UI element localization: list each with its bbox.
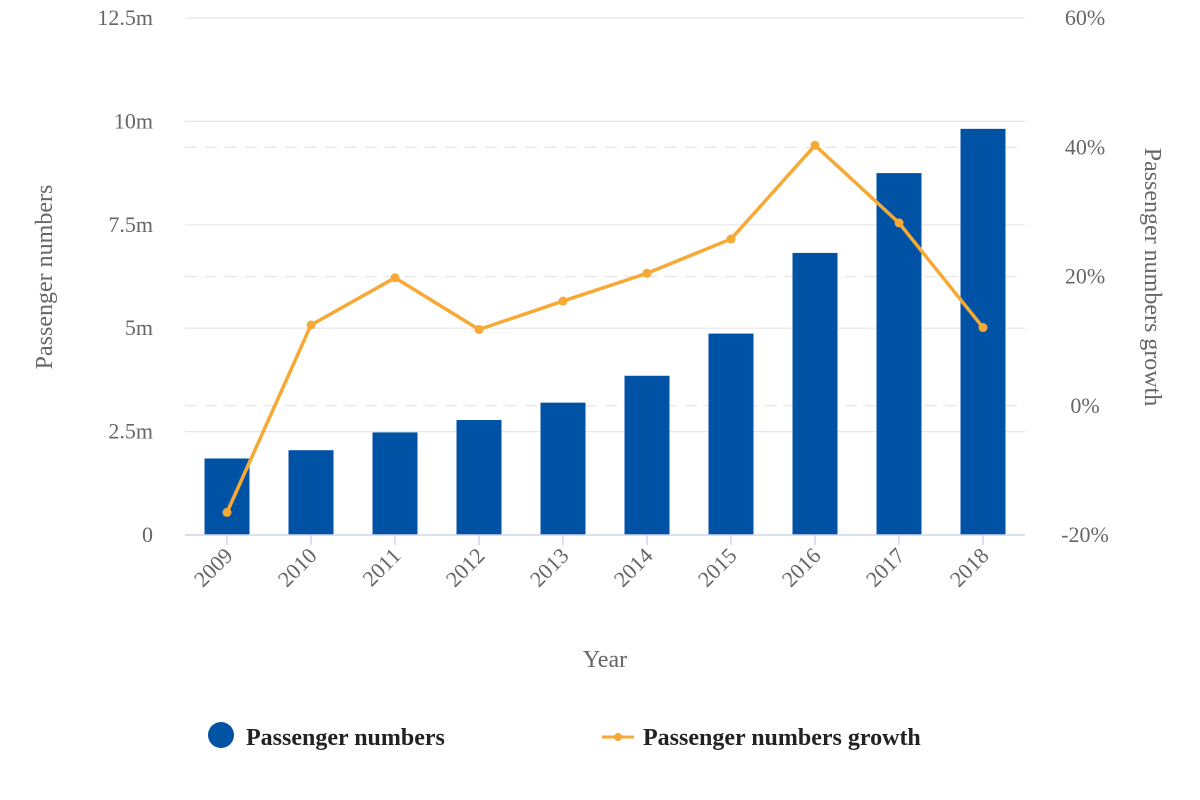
growth-line [225,143,985,514]
bar-2017[interactable] [876,173,922,535]
growth-point-2018[interactable] [978,323,988,333]
y2-tick-label-4: 60% [1065,5,1105,30]
bar-2011[interactable] [372,432,418,535]
legend-label-passenger-numbers: Passenger numbers [246,725,445,751]
y-tick-label-4: 10m [114,108,153,133]
growth-point-2009[interactable] [222,507,232,517]
x-tick-label-2011: 2011 [357,543,405,591]
y2-tick-label-2: 20% [1065,264,1105,289]
bar-2013[interactable] [540,402,586,535]
x-tick-label-2014: 2014 [609,543,658,592]
y2-tick-label-0: -20% [1061,522,1109,547]
x-tick-label-2013: 2013 [525,543,574,592]
y2-axis-title: Passenger numbers growth [1139,148,1165,407]
legend-label-passenger-numbers-growth: Passenger numbers growth [643,725,921,751]
x-tick-label-2010: 2010 [273,543,322,592]
bar-2009[interactable] [204,458,250,535]
growth-point-2013[interactable] [558,296,568,306]
growth-point-2010[interactable] [306,320,316,330]
bar-2010[interactable] [288,450,334,535]
y-axis-ticks: 0 2.5m 5m 7.5m 10m 12.5m [97,5,153,547]
x-tick-label-2018: 2018 [945,543,994,592]
y-axis-title: Passenger numbers [32,185,58,370]
y-tick-label-2: 5m [125,315,153,340]
growth-point-2016[interactable] [810,140,820,150]
y-tick-label-0: 0 [142,522,153,547]
bar-2015[interactable] [708,333,754,535]
y-tick-label-3: 7.5m [108,212,153,237]
line-series [222,140,988,517]
legend-line-dot [614,733,622,741]
y-tick-label-5: 12.5m [97,5,153,30]
legend-bar-marker [208,722,234,748]
growth-point-2014[interactable] [642,268,652,278]
legend-item-passenger-numbers-growth[interactable]: Passenger numbers growth [602,725,921,751]
x-tick-label-2012: 2012 [441,543,490,592]
y2-axis-ticks: -20% 0% 20% 40% 60% [1061,5,1109,547]
y-tick-label-1: 2.5m [108,419,153,444]
x-tick-label-2015: 2015 [693,543,742,592]
y2-tick-label-3: 40% [1065,134,1105,159]
x-axis-title: Year [583,647,627,673]
bar-2014[interactable] [624,375,670,535]
growth-point-2017[interactable] [894,218,904,228]
x-tick-label-2009: 2009 [189,543,238,592]
bar-series [204,128,1006,536]
legend-item-passenger-numbers[interactable]: Passenger numbers [208,722,445,751]
x-tick-label-2016: 2016 [777,543,826,592]
bar-2016[interactable] [792,252,838,535]
growth-point-2012[interactable] [474,324,484,334]
legend: Passenger numbers Passenger numbers grow… [208,722,921,751]
x-axis-ticks: 2009 2010 2011 2012 2013 2014 2015 2016 2017 2018 [189,535,994,592]
growth-point-2015[interactable] [726,234,736,244]
growth-point-2011[interactable] [390,273,400,283]
x-tick-label-2017: 2017 [861,543,910,592]
y2-tick-label-1: 0% [1070,393,1099,418]
bar-2012[interactable] [456,420,502,535]
